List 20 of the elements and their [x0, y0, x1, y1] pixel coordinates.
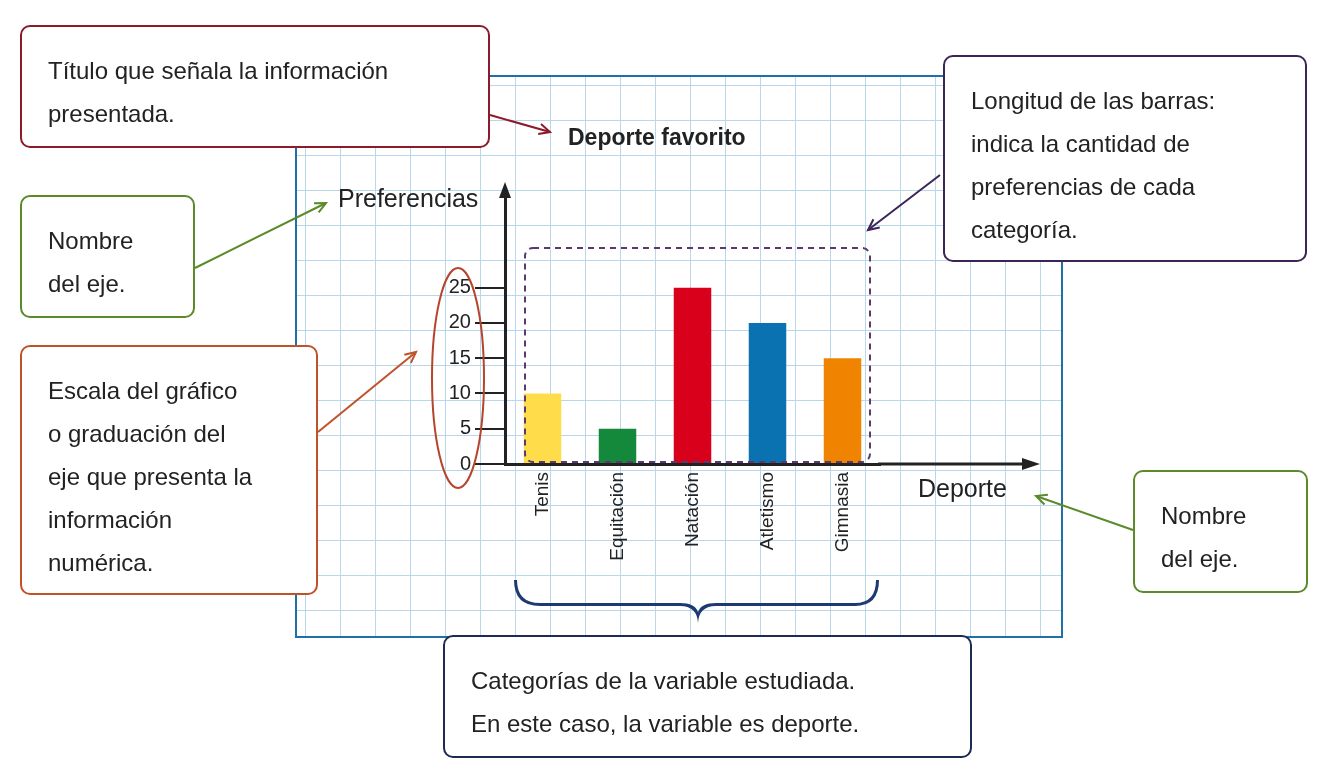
y-tick-label: 20: [448, 310, 471, 333]
text: Escala del gráfico o graduación del eje que presenta la información numérica.: [20, 345, 318, 595]
chart-title: Deporte favorito: [568, 124, 746, 151]
text: Nombre del eje.: [20, 195, 195, 318]
text: Nombre del eje.: [1133, 470, 1308, 593]
x-tick-label: Atletismo: [755, 472, 777, 551]
y-tick-label: 25: [448, 275, 471, 298]
y-tick-label: 15: [448, 345, 471, 368]
y-tick-label: 0: [459, 451, 471, 474]
text: Longitud de las barras: indica la cantidad de preferencias de cada categoría.: [943, 55, 1307, 262]
y-tick-label: 5: [459, 416, 471, 439]
x-tick-label: Equitación: [605, 472, 627, 561]
y-tick-label: 10: [448, 380, 471, 403]
x-tick-label: Tenis: [530, 472, 552, 517]
x-tick-label: Gimnasia: [830, 471, 852, 553]
text: Categorías de la variable estudiada. En este caso, la variable es deporte.: [443, 635, 972, 758]
x-tick-label: Natación: [680, 472, 702, 547]
y-axis-title: Preferencias: [338, 184, 479, 213]
x-axis-title: Deporte: [918, 474, 1007, 503]
text: Título que señala la información presentada.: [20, 25, 490, 148]
